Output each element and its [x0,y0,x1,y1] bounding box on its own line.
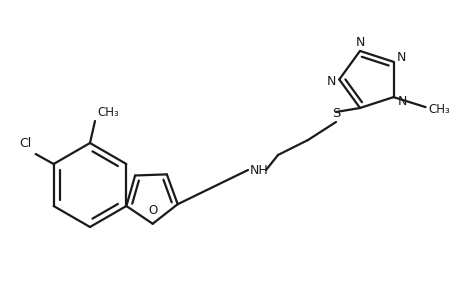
Text: S: S [332,107,340,120]
Text: Cl: Cl [20,137,31,150]
Text: N: N [398,95,407,108]
Text: O: O [148,204,157,217]
Text: N: N [327,75,336,88]
Text: CH₃: CH₃ [428,102,450,116]
Text: N: N [355,36,365,49]
Text: CH₃: CH₃ [97,106,119,119]
Text: N: N [397,51,406,64]
Text: NH: NH [250,164,269,177]
